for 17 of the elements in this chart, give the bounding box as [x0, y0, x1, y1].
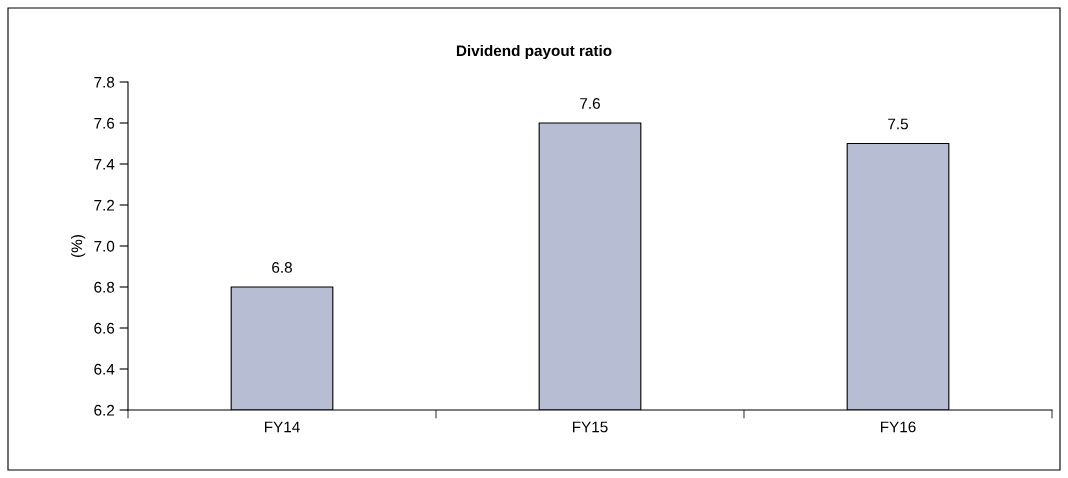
y-tick-label: 6.8: [94, 281, 115, 293]
y-tick-label: 7.0: [94, 240, 115, 252]
y-axis-title: (%): [70, 235, 86, 257]
y-tick-label: 7.6: [94, 117, 115, 129]
y-tick-label: 7.8: [94, 76, 115, 88]
x-tick-label: FY15: [573, 421, 608, 433]
data-label: 7.5: [888, 118, 908, 130]
y-tick-label: 6.2: [94, 404, 115, 416]
x-tick-label: FY16: [881, 421, 916, 433]
y-tick-label: 7.2: [94, 199, 115, 211]
data-label: 6.8: [272, 262, 292, 273]
x-tick-label: FY14: [265, 421, 300, 433]
y-tick-label: 6.4: [94, 363, 115, 375]
y-tick-label: 7.4: [94, 159, 115, 170]
y-tick-label: 6.6: [94, 322, 115, 334]
chart-title: Dividend payout ratio: [456, 44, 612, 60]
data-label: 7.6: [580, 98, 600, 109]
